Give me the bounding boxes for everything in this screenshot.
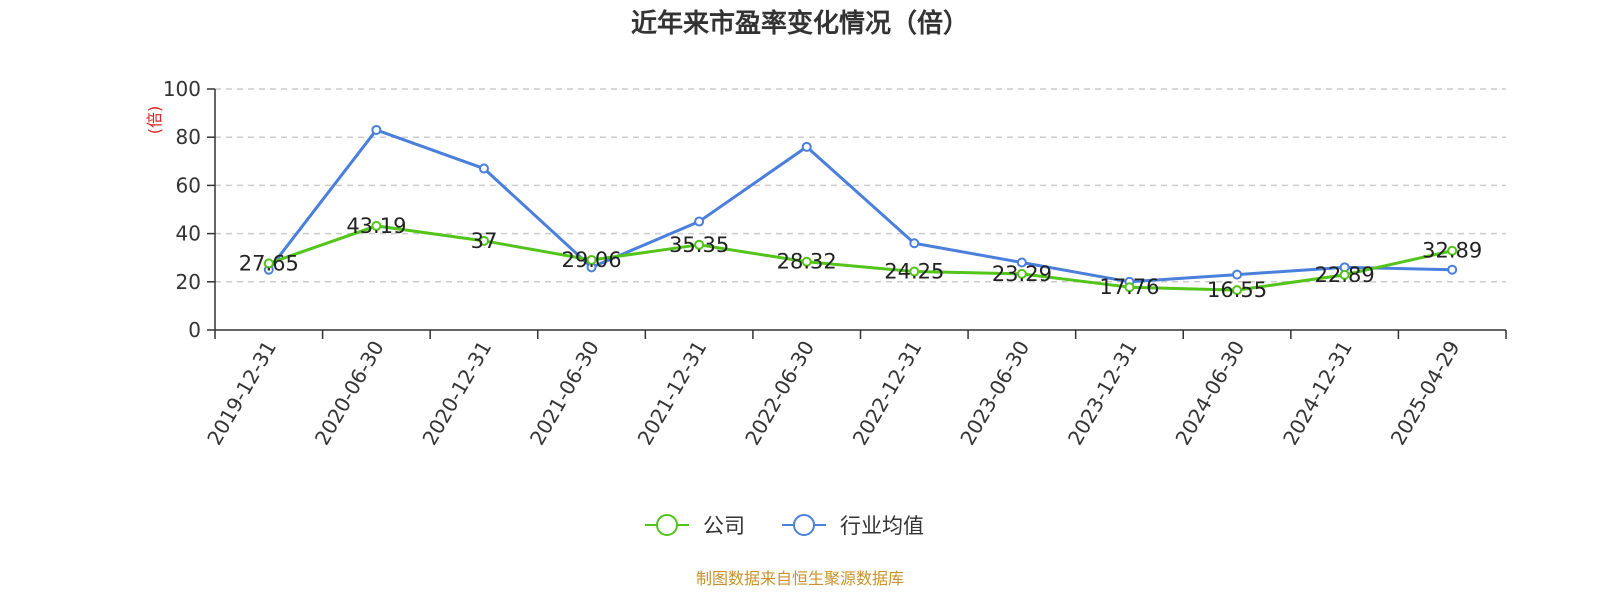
data-point[interactable] [909, 266, 920, 277]
y-tick-label: 40 [176, 222, 201, 246]
x-tick-label: 2020-12-31 [417, 337, 496, 450]
x-tick-label: 2024-06-30 [1170, 337, 1249, 450]
x-tick-label: 2021-06-30 [525, 337, 604, 450]
data-label: 16.55 [1207, 278, 1267, 302]
x-tick-label: 2023-06-30 [955, 337, 1034, 450]
x-tick-label: 2024-12-31 [1278, 337, 1357, 450]
data-point[interactable] [1339, 269, 1350, 280]
data-point[interactable] [909, 238, 920, 249]
y-axis-label: (倍) [145, 106, 164, 135]
legend-marker [793, 514, 815, 536]
series-line-company [268, 224, 1453, 292]
x-tick-label: 2023-12-31 [1063, 337, 1142, 450]
data-point[interactable] [478, 235, 489, 246]
data-label: 28.32 [777, 250, 837, 274]
data-label: 35.35 [669, 233, 729, 257]
data-label: 17.76 [1099, 275, 1159, 299]
source-note: 制图数据来自恒生聚源数据库 [696, 569, 904, 588]
data-label: 32.89 [1422, 239, 1482, 263]
data-point[interactable] [801, 256, 812, 267]
chart-title: 近年来市盈率变化情况（倍） [631, 8, 969, 39]
data-point[interactable] [371, 220, 382, 231]
grid-lines [215, 88, 1506, 283]
y-tick-label: 0 [188, 318, 201, 342]
data-point[interactable] [1016, 268, 1027, 279]
x-tick-label: 2022-06-30 [740, 337, 819, 450]
legend-label: 行业均值 [840, 514, 924, 538]
data-point[interactable] [478, 163, 489, 174]
x-tick-label: 2025-04-29 [1386, 337, 1465, 450]
series-line-industry [267, 128, 1453, 284]
data-point[interactable] [1447, 264, 1458, 275]
legend-label: 公司 [703, 514, 745, 538]
data-label: 37 [471, 229, 498, 253]
data-label: 22.89 [1315, 263, 1375, 287]
y-tick-label: 80 [176, 125, 201, 149]
data-point[interactable] [1232, 285, 1243, 296]
x-tick-label: 2022-12-31 [848, 337, 927, 450]
x-tick-label: 2019-12-31 [202, 337, 281, 450]
data-label: 43.19 [346, 214, 406, 238]
y-tick-label: 20 [176, 270, 201, 294]
x-tick-label: 2020-06-30 [310, 337, 389, 450]
legend-marker [656, 514, 678, 536]
data-label: 27.65 [239, 251, 299, 275]
data-point[interactable] [694, 216, 705, 227]
data-labels: 27.65 43.19 37 29.06 35.35 28.32 24.25 23.29 17.… [239, 214, 1483, 302]
data-label: 24.25 [884, 260, 944, 284]
data-point[interactable] [263, 258, 274, 269]
data-label: 23.29 [992, 262, 1052, 286]
y-tick-label: 100 [163, 77, 201, 101]
data-point[interactable] [1447, 245, 1458, 256]
legend-item-company[interactable]: 公司 [645, 514, 745, 538]
y-tick-label: 60 [176, 173, 201, 197]
data-point[interactable] [1016, 257, 1027, 268]
data-point[interactable] [1232, 269, 1243, 280]
legend[interactable]: 公司 行业均值 [645, 514, 924, 538]
data-point[interactable] [586, 254, 597, 265]
x-tick-label: 2021-12-31 [633, 337, 712, 450]
data-label: 29.06 [561, 248, 621, 272]
data-point[interactable] [1124, 282, 1135, 293]
data-point[interactable] [694, 239, 705, 250]
data-point[interactable] [371, 124, 382, 135]
series-lines [263, 124, 1458, 296]
legend-item-industry[interactable]: 行业均值 [782, 514, 924, 538]
data-point[interactable] [801, 141, 812, 152]
